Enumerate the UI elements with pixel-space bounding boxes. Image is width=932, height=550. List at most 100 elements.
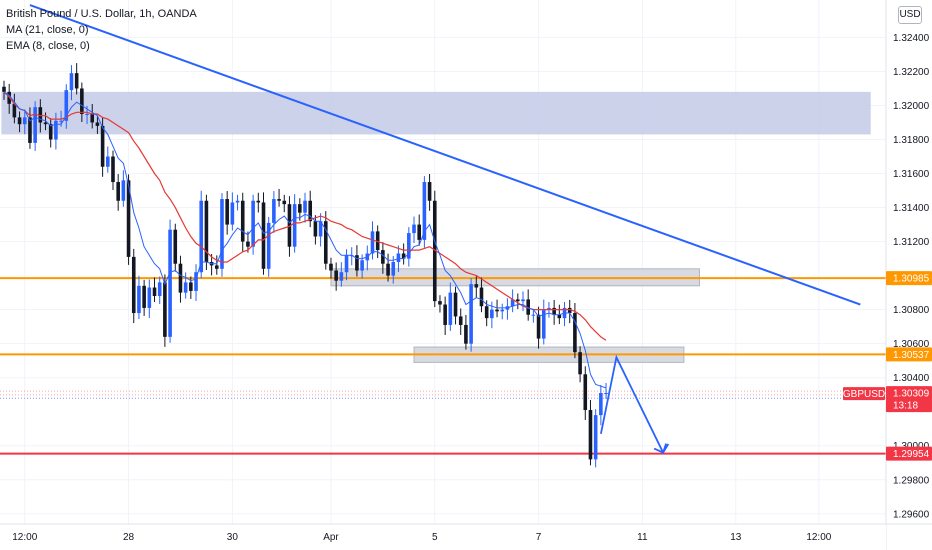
candle-body (567, 307, 572, 314)
candle-body (417, 224, 421, 240)
candle-body (573, 313, 577, 353)
candle-body (604, 393, 608, 394)
candle-body (173, 229, 178, 264)
candle-body (246, 241, 250, 247)
candle-body (152, 287, 157, 297)
bar-countdown: 13:18 (893, 401, 918, 412)
candle-body (38, 107, 43, 123)
candle-body (163, 282, 167, 337)
y-tick-label: 1.32400 (893, 33, 930, 44)
candle-body (80, 88, 84, 114)
candle-body (427, 182, 432, 201)
candle-body (33, 107, 37, 143)
candle-body (422, 182, 427, 240)
candle-body (355, 255, 359, 271)
x-tick-label: 12:00 (806, 532, 831, 543)
candle-body (536, 314, 541, 339)
candle-body (510, 299, 515, 307)
candle-body (396, 253, 401, 262)
candle-body (474, 284, 479, 288)
candle-body (54, 120, 58, 140)
candle-body (438, 301, 442, 305)
ema-line (3, 91, 607, 389)
candle-body (453, 292, 458, 317)
candle-body (495, 309, 499, 312)
projection-path (600, 354, 670, 455)
candle-body (85, 113, 89, 115)
x-tick-label: 11 (637, 532, 648, 543)
candle-body (43, 122, 48, 125)
candle-body (116, 182, 120, 201)
candle-body (344, 255, 349, 273)
candle-body (95, 122, 100, 126)
x-tick-label: 5 (432, 532, 438, 543)
candle-body (282, 200, 287, 205)
ma-line (3, 91, 607, 341)
candle-body (157, 282, 162, 297)
candle-body (432, 200, 437, 302)
candle-body (178, 263, 183, 293)
candle-body (412, 224, 416, 234)
candle-body (490, 309, 494, 319)
candle-body (407, 233, 411, 259)
symbol-title[interactable]: British Pound / U.S. Dollar, 1h, OANDA (6, 8, 197, 20)
candle-body (28, 117, 32, 143)
candle-body (443, 304, 447, 325)
candle-body (593, 415, 598, 460)
candle-body (521, 299, 525, 302)
x-tick-label: 28 (123, 532, 135, 543)
candle-body (547, 307, 551, 310)
candle-body (557, 314, 562, 319)
y-tick-label: 1.31600 (893, 169, 930, 180)
candle-body (111, 156, 115, 183)
candle-body (131, 256, 136, 314)
candle-body (121, 180, 126, 201)
y-tick-label: 1.30600 (893, 339, 930, 350)
candle-body (272, 199, 276, 223)
candle-body (381, 250, 385, 264)
candle-body (360, 260, 364, 271)
candle-body (541, 309, 546, 339)
y-tick-label: 1.32000 (893, 101, 930, 112)
candle-body (479, 287, 484, 307)
price-tag-label: 1.30985 (893, 274, 930, 285)
x-tick-label: Apr (323, 532, 339, 543)
candle-body (261, 202, 266, 269)
candle-body (214, 265, 219, 269)
candle-body (583, 374, 588, 411)
candle-body (183, 282, 188, 293)
candle-body (370, 231, 375, 254)
candle-body (142, 285, 146, 308)
candle-body (22, 117, 27, 125)
candle-body (334, 270, 338, 281)
ma-legend[interactable]: MA (21, close, 0) (6, 24, 89, 36)
price-tag-bg (886, 271, 932, 286)
current-price-bg (886, 386, 932, 413)
candle-body (292, 204, 297, 247)
currency-button[interactable]: USD (898, 6, 922, 24)
time-axis[interactable] (0, 524, 886, 550)
current-price: 1.30309 (893, 389, 930, 400)
y-tick-label: 1.30800 (893, 305, 930, 316)
candle-body (464, 324, 468, 344)
candle-body (500, 309, 505, 312)
ema-legend[interactable]: EMA (8, close, 0) (6, 40, 90, 52)
candle-body (287, 204, 292, 247)
candle-body (235, 200, 240, 203)
candle-body (277, 199, 281, 201)
candle-body (74, 73, 79, 89)
candle-body (323, 221, 328, 264)
candle-body (469, 284, 473, 344)
candle-body (448, 292, 453, 325)
candle-body (578, 352, 582, 375)
candle-body (391, 262, 396, 276)
candle-body (220, 199, 224, 269)
candle-body (256, 200, 261, 203)
zones (1, 91, 871, 363)
candle-body (194, 272, 198, 291)
candle-body (64, 90, 69, 121)
candle-body (126, 180, 131, 257)
candle-body (531, 314, 536, 316)
